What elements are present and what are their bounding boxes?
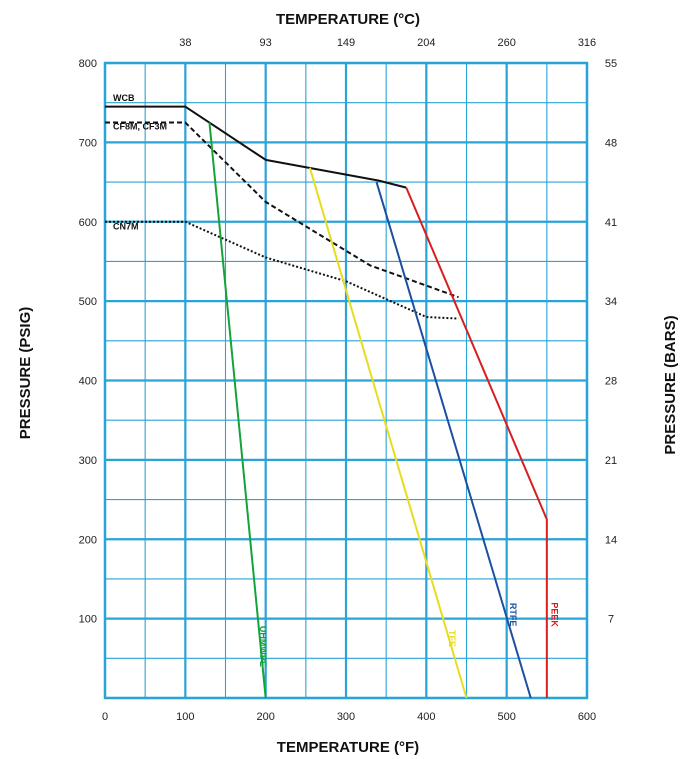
- series-label-wcb: WCB: [113, 93, 135, 103]
- y-axis-title-right: PRESSURE (BARS): [662, 315, 679, 454]
- x-tick-label-top: 38: [179, 37, 191, 49]
- x-tick-label-top: 149: [337, 37, 355, 49]
- series-label-cn7m: CN7M: [113, 222, 139, 232]
- x-tick-label-bottom: 0: [102, 711, 108, 723]
- y-tick-label-left: 100: [79, 614, 97, 626]
- x-tick-label-top: 93: [260, 37, 272, 49]
- x-tick-label-bottom: 500: [497, 711, 515, 723]
- y-tick-label-left: 200: [79, 534, 97, 546]
- y-axis-title-left: PRESSURE (PSIG): [17, 307, 34, 440]
- x-tick-label-bottom: 300: [337, 711, 355, 723]
- y-tick-label-right: 21: [605, 455, 617, 467]
- y-tick-label-right: 55: [605, 58, 617, 70]
- series-labels: WCB CF8M, CF3M CN7M UHMWPE TFE RTFE PEEK: [113, 93, 560, 667]
- grid: [103, 61, 589, 700]
- x-tick-label-bottom: 400: [417, 711, 435, 723]
- y-tick-label-right: 28: [605, 376, 617, 388]
- series-lines: [105, 105, 548, 699]
- y-tick-label-right: 7: [608, 614, 614, 626]
- x-axis-title-bottom: TEMPERATURE (°F): [277, 739, 419, 756]
- x-axis-title-top: TEMPERATURE (°C): [276, 11, 420, 28]
- y-tick-label-right: 34: [605, 296, 617, 308]
- series-line-cf8m-cf3m: [105, 121, 459, 299]
- x-tick-label-top: 204: [417, 37, 435, 49]
- y-tick-label-right: 48: [605, 137, 617, 149]
- series-label-rtfe: RTFE: [508, 603, 518, 627]
- series-label-tfe: TFE: [447, 630, 457, 647]
- series-line-peek: [405, 187, 548, 698]
- y-tick-label-left: 400: [79, 376, 97, 388]
- y-tick-label-right: 41: [605, 217, 617, 229]
- series-label-peek: PEEK: [550, 602, 560, 627]
- plot-frame: [103, 61, 589, 700]
- series-line-tfe: [308, 167, 468, 699]
- series-line-rtfe: [375, 181, 532, 699]
- series-line-uhmwpe: [208, 122, 267, 699]
- x-tick-label-top: 260: [497, 37, 515, 49]
- series-label-cf8m-cf3m: CF8M, CF3M: [113, 122, 167, 132]
- series-line-cn7m: [105, 220, 459, 320]
- series-line-wcb: [105, 105, 407, 189]
- x-tick-label-bottom: 600: [578, 711, 596, 723]
- x-tick-label-bottom: 100: [176, 711, 194, 723]
- x-tick-label-top: 316: [578, 37, 596, 49]
- y-tick-label-left: 500: [79, 296, 97, 308]
- y-tick-label-left: 600: [79, 217, 97, 229]
- y-tick-label-right: 14: [605, 534, 617, 546]
- tick-labels: 0 100 200 300 400 500 600 38 93 149 204 260 316 100 20…: [79, 37, 617, 723]
- x-tick-label-bottom: 200: [256, 711, 274, 723]
- series-label-uhmwpe: UHMWPE: [258, 626, 268, 667]
- y-tick-label-left: 300: [79, 455, 97, 467]
- y-tick-label-left: 800: [79, 58, 97, 70]
- y-tick-label-left: 700: [79, 137, 97, 149]
